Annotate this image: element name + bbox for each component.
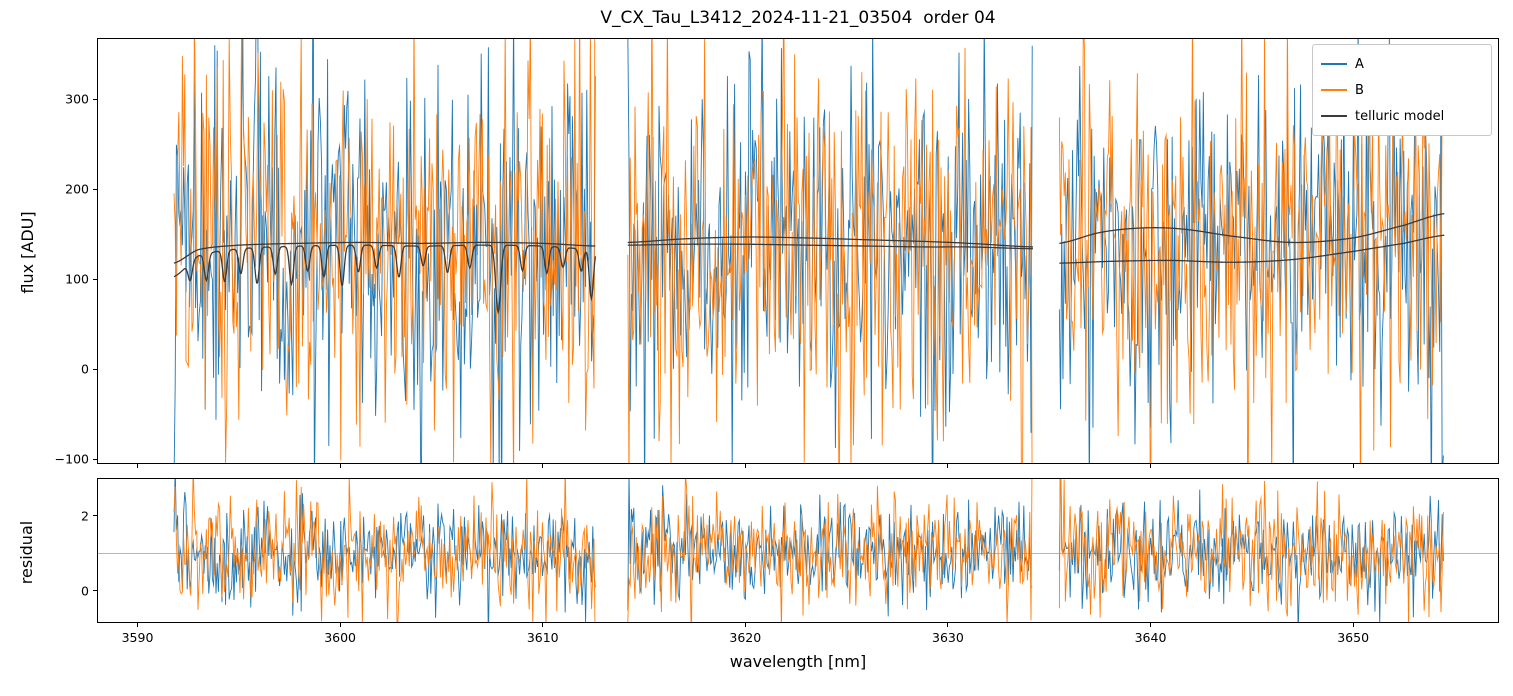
- legend-item-b: B: [1321, 77, 1483, 103]
- x-tick-mark: [947, 623, 949, 627]
- x-tick-mark: [1352, 623, 1354, 627]
- y-tick-label: 300: [65, 91, 89, 107]
- x-tick-mark: [1150, 464, 1152, 468]
- x-tick-label: 3610: [526, 630, 559, 645]
- y-tick-mark: [93, 368, 97, 370]
- x-tick-label: 3650: [1337, 630, 1370, 645]
- x-tick-label: 3620: [729, 630, 762, 645]
- legend-item-telluric: telluric model: [1321, 103, 1483, 129]
- legend-item-a: A: [1321, 51, 1483, 77]
- x-tick-label: 3600: [324, 630, 357, 645]
- y-tick-mark: [93, 590, 97, 592]
- legend-label-b: B: [1355, 82, 1364, 98]
- y-tick-mark: [93, 278, 97, 280]
- flux-axis-label: flux [ADU]: [18, 211, 37, 294]
- x-tick-mark: [137, 623, 139, 627]
- x-axis-label: wavelength [nm]: [729, 652, 867, 671]
- x-tick-mark: [542, 623, 544, 627]
- legend-line-a: [1321, 63, 1347, 65]
- x-tick-mark: [339, 464, 341, 468]
- y-tick-label: 2: [81, 508, 89, 524]
- legend-line-telluric: [1321, 115, 1347, 117]
- legend-line-b: [1321, 89, 1347, 91]
- y-tick-label: 100: [65, 271, 89, 287]
- x-tick-mark: [744, 464, 746, 468]
- x-tick-mark: [542, 464, 544, 468]
- x-tick-mark: [1150, 623, 1152, 627]
- legend-label-telluric: telluric model: [1355, 108, 1445, 124]
- x-tick-label: 3640: [1134, 630, 1167, 645]
- x-tick-mark: [339, 623, 341, 627]
- x-tick-mark: [1352, 464, 1354, 468]
- legend-label-a: A: [1355, 56, 1364, 72]
- x-tick-label: 3630: [932, 630, 964, 645]
- chart-title: V_CX_Tau_L3412_2024-11-21_03504 order 04: [600, 8, 996, 28]
- legend: A B telluric model: [1312, 44, 1492, 136]
- y-tick-label: −100: [54, 451, 89, 467]
- x-tick-mark: [947, 464, 949, 468]
- y-tick-mark: [93, 188, 97, 190]
- y-tick-mark: [93, 458, 97, 460]
- y-tick-label: 0: [81, 361, 89, 377]
- y-tick-mark: [93, 98, 97, 100]
- x-tick-label: 3590: [121, 630, 154, 645]
- residual-axis-label: residual: [17, 520, 36, 585]
- y-tick-label: 200: [65, 181, 89, 197]
- y-tick-mark: [93, 515, 97, 517]
- y-tick-label: 0: [81, 583, 89, 599]
- x-tick-mark: [137, 464, 139, 468]
- x-tick-mark: [744, 623, 746, 627]
